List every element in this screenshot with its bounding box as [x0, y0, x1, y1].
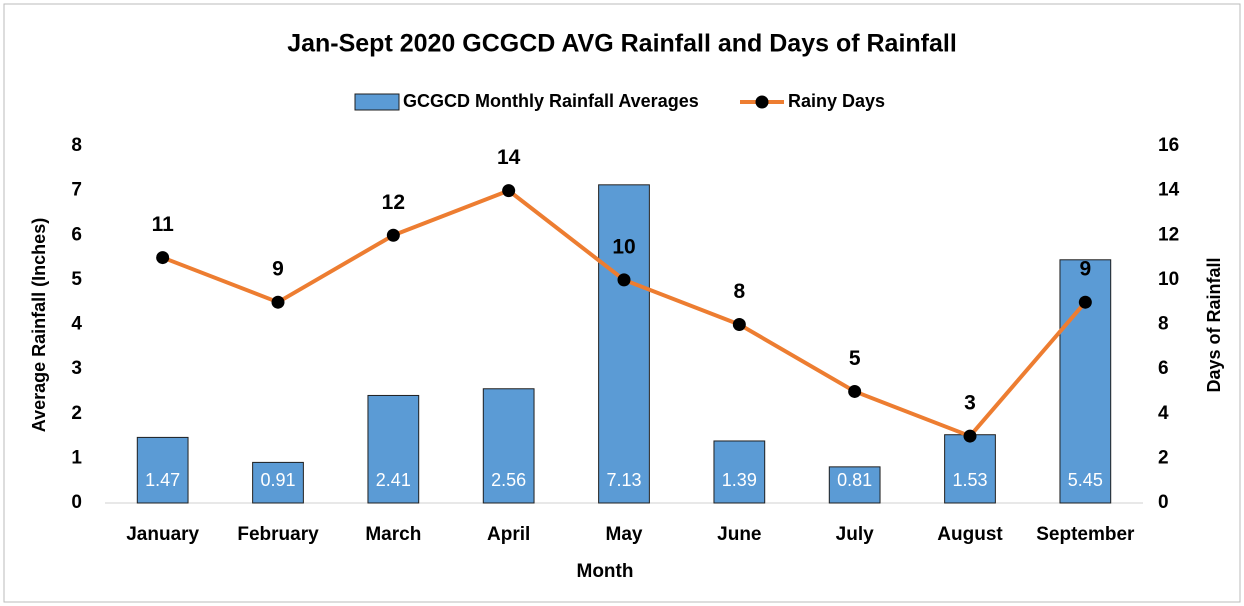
bar: [828, 466, 881, 504]
bar-value-label: 1.47: [145, 470, 180, 490]
y2-tick-label: 16: [1158, 135, 1179, 156]
bar: [482, 388, 535, 504]
x-tick-label: February: [237, 524, 319, 545]
y-tick-label: 3: [71, 358, 82, 379]
legend-marker: [755, 95, 769, 109]
line-marker: [848, 384, 862, 398]
bar-value-label: 7.13: [606, 470, 641, 490]
legend-swatch: [354, 93, 400, 111]
line-marker: [963, 429, 977, 443]
bar: [136, 436, 189, 504]
line-value-label: 10: [612, 235, 635, 258]
y2-tick-label: 6: [1158, 358, 1169, 379]
line-value-label: 8: [733, 280, 745, 303]
line-marker: [732, 318, 746, 331]
y-tick-label: 0: [71, 492, 82, 513]
y2-tick-label: 14: [1158, 180, 1180, 201]
y-tick-label: 5: [71, 269, 82, 290]
y-tick-label: 2: [71, 403, 82, 424]
y-tick-label: 7: [71, 180, 82, 201]
y2-tick-label: 12: [1158, 224, 1179, 245]
y2-tick-label: 2: [1158, 447, 1169, 468]
y2-tick-label: 8: [1158, 314, 1169, 335]
line-value-label: 11: [152, 213, 175, 236]
y-axis-title: Average Rainfall (Inches): [29, 218, 49, 432]
bar-value-label: 1.53: [952, 470, 987, 490]
y2-tick-label: 10: [1158, 269, 1179, 290]
bar: [598, 184, 650, 504]
x-tick-label: May: [606, 524, 643, 545]
y2-tick-label: 0: [1158, 492, 1169, 513]
chart-title: Jan-Sept 2020 GCGCD AVG Rainfall and Day…: [287, 30, 957, 58]
legend-label: Rainy Days: [788, 91, 885, 111]
x-tick-label: January: [126, 524, 199, 545]
line-value-label: 14: [497, 146, 521, 169]
x-tick-label: August: [937, 524, 1003, 545]
bar-value-label: 2.56: [491, 470, 526, 490]
line-marker: [502, 184, 516, 198]
bar: [367, 394, 420, 504]
line-marker: [386, 228, 400, 242]
y-tick-label: 4: [71, 314, 82, 335]
bar-value-label: 2.41: [376, 470, 411, 490]
x-tick-label: June: [717, 524, 761, 545]
bar-value-label: 1.39: [722, 470, 757, 490]
x-axis-title: Month: [577, 561, 634, 582]
x-tick-label: September: [1036, 524, 1135, 545]
legend-label: GCGCD Monthly Rainfall Averages: [403, 91, 699, 111]
line-value-label: 9: [272, 258, 284, 281]
bar: [713, 440, 766, 504]
bar: [252, 461, 304, 504]
line-marker: [156, 251, 170, 265]
y-tick-label: 1: [71, 447, 82, 468]
bar-value-label: 5.45: [1068, 470, 1103, 490]
line-value-label: 12: [382, 191, 405, 214]
bar-value-label: 0.81: [837, 470, 872, 490]
y-tick-label: 8: [71, 135, 82, 156]
x-tick-label: March: [365, 524, 421, 545]
line-marker: [617, 273, 631, 287]
x-tick-label: April: [487, 524, 530, 545]
line-value-label: 3: [964, 392, 976, 415]
line-value-label: 5: [849, 347, 861, 370]
bar: [944, 434, 996, 504]
line-value-label: 9: [1079, 258, 1091, 281]
line-marker: [271, 295, 285, 309]
x-tick-label: July: [836, 524, 874, 545]
y-tick-label: 6: [71, 224, 82, 245]
line-marker: [1078, 295, 1092, 309]
bar-value-label: 0.91: [260, 470, 295, 490]
y2-axis-title: Days of Rainfall: [1204, 257, 1224, 392]
y2-tick-label: 4: [1158, 403, 1169, 424]
